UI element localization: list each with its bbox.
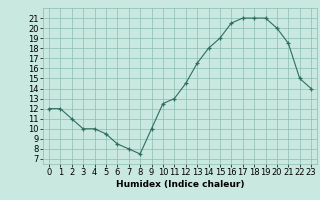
X-axis label: Humidex (Indice chaleur): Humidex (Indice chaleur) [116,180,244,189]
